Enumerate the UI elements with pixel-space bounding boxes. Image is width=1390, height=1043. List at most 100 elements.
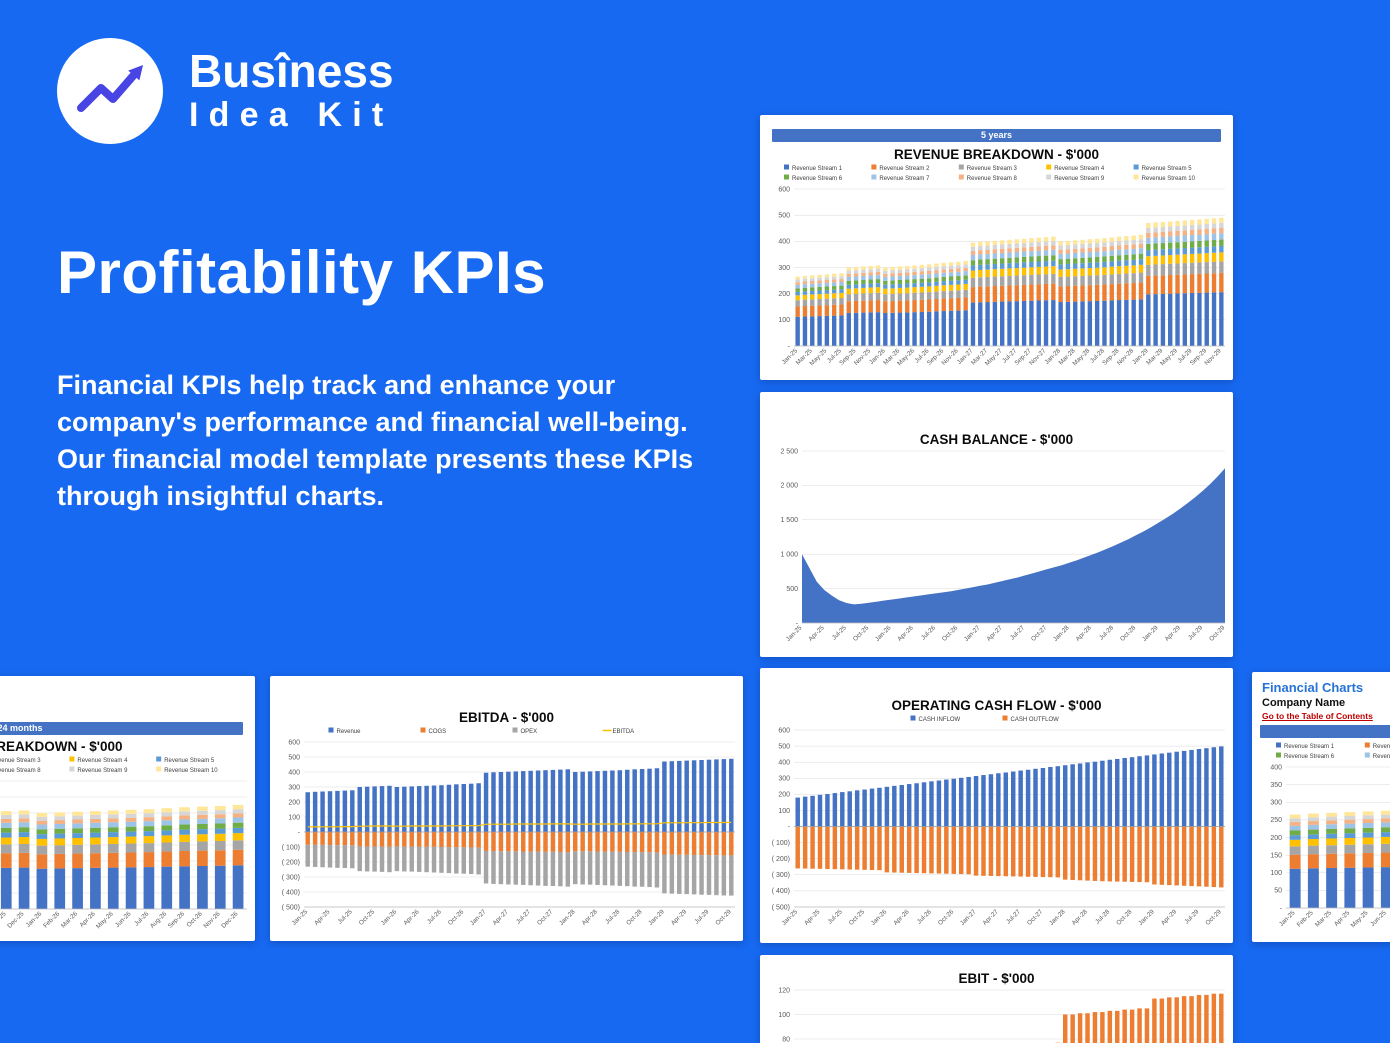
svg-text:( 500): ( 500)	[282, 904, 300, 911]
svg-text:Oct-27: Oct-27	[1030, 624, 1049, 643]
company-name: Company Name	[1262, 697, 1346, 709]
svg-text:Oct-26: Oct-26	[937, 908, 956, 927]
cash_balance-svg: 2 500 2 000 1 500 1 000 500 -Jan-25 Apr-25 Jul-…	[780, 448, 1227, 643]
svg-text:350: 350	[1270, 782, 1282, 789]
svg-text:Jan-28: Jan-28	[558, 908, 577, 927]
svg-text:-: -	[298, 829, 301, 836]
svg-text:Apr-28: Apr-28	[1071, 908, 1090, 927]
chart-title: EBITDA - $'000	[459, 710, 554, 725]
period-badge	[1260, 725, 1390, 738]
trend-arrow-logo-icon	[57, 38, 163, 144]
svg-text:COGS: COGS	[429, 729, 447, 735]
svg-text:Oct-28: Oct-28	[1119, 624, 1138, 643]
svg-text:50: 50	[1274, 888, 1282, 895]
svg-text:CASH OUTFLOW: CASH OUTFLOW	[1011, 717, 1060, 723]
hero-section: Busîness Idea Kit Profitability KPIs Fin…	[57, 38, 722, 515]
page-description: Financial KPIs help track and enhance yo…	[57, 370, 694, 511]
financial-charts-heading: Financial Charts	[1262, 680, 1364, 695]
svg-text:( 200): ( 200)	[772, 856, 790, 863]
svg-text:Revenue Stream 5: Revenue Stream 5	[164, 758, 215, 764]
financial-charts-card: Financial Charts Company Name Go to the …	[1252, 672, 1390, 942]
table-of-contents-link[interactable]: Go to the Table of Contents	[1262, 711, 1373, 721]
svg-text:Apr-25: Apr-25	[803, 908, 822, 927]
svg-text:Jan-26: Jan-26	[870, 908, 889, 927]
svg-text:( 400): ( 400)	[282, 889, 300, 896]
svg-text:Jul-26: Jul-26	[426, 908, 443, 925]
svg-text:Nov-25: Nov-25	[0, 910, 8, 930]
ebit-card: EBIT - $'000 12010080604020-( 20)( 40)Ja…	[760, 955, 1233, 1043]
svg-text:Revenue Stream 7: Revenue Stream 7	[1373, 754, 1390, 760]
svg-text:200: 200	[778, 792, 790, 799]
svg-text:Apr-29: Apr-29	[1160, 908, 1179, 927]
svg-text:Jun-26: Jun-26	[114, 910, 133, 929]
logo: Busîness Idea Kit	[57, 38, 722, 144]
svg-text:Mar-25: Mar-25	[1314, 909, 1333, 928]
svg-text:400: 400	[1270, 764, 1282, 771]
svg-text:( 100): ( 100)	[772, 840, 790, 847]
svg-text:Jan-29: Jan-29	[1137, 908, 1156, 927]
svg-text:May-25: May-25	[809, 347, 829, 367]
svg-text:Apr-29: Apr-29	[1164, 624, 1183, 643]
logo-title: Busîness	[189, 45, 394, 98]
svg-text:Jan-29: Jan-29	[1141, 624, 1160, 643]
operating-cash-flow-chart: CASH INFLOW CASH OUTFLOW 600 500 400 300 200 10…	[760, 713, 1233, 935]
svg-text:Jan-26: Jan-26	[380, 908, 399, 927]
svg-text:Revenue Stream 4: Revenue Stream 4	[1054, 166, 1105, 172]
svg-text:1 500: 1 500	[780, 517, 798, 524]
trend-arrow-graphic	[77, 65, 143, 112]
svg-text:May-28: May-28	[1072, 347, 1092, 367]
svg-text:600: 600	[778, 186, 790, 193]
svg-text:500: 500	[288, 754, 300, 761]
svg-text:Jul-29: Jul-29	[1183, 908, 1200, 925]
mini-revenue-chart: Revenue Stream 1 Revenue Stream 2 Revenue …	[1252, 740, 1390, 936]
svg-text:Apr-26: Apr-26	[402, 908, 421, 927]
svg-text:-: -	[788, 343, 791, 350]
ebit-svg: 12010080604020-( 20)( 40)Jan-25Apr-25Jul…	[778, 987, 1225, 1043]
svg-text:Revenue Stream 6: Revenue Stream 6	[792, 176, 843, 182]
svg-text:Oct-25: Oct-25	[852, 624, 871, 643]
svg-text:Apr-29: Apr-29	[670, 908, 689, 927]
svg-text:Apr-28: Apr-28	[581, 908, 600, 927]
svg-text:( 300): ( 300)	[282, 874, 300, 881]
period-badge: 24 months	[0, 722, 243, 735]
svg-text:Nov-29: Nov-29	[1203, 347, 1223, 367]
svg-text:Revenue Stream 10: Revenue Stream 10	[164, 768, 218, 774]
svg-text:Oct-29: Oct-29	[1208, 624, 1227, 643]
svg-text:200: 200	[778, 291, 790, 298]
period-badge: 5 years	[772, 129, 1221, 142]
svg-text:Feb-26: Feb-26	[42, 910, 61, 929]
svg-text:Jan-27: Jan-27	[959, 908, 978, 927]
svg-text:May-29: May-29	[1159, 347, 1179, 367]
svg-text:Revenue: Revenue	[337, 729, 362, 735]
svg-text:Jan-26: Jan-26	[874, 624, 893, 643]
svg-text:May-26: May-26	[95, 910, 115, 930]
svg-text:Revenue Stream 1: Revenue Stream 1	[792, 166, 843, 172]
svg-text:-: -	[1280, 905, 1283, 912]
svg-text:300: 300	[778, 265, 790, 272]
svg-text:Oct-26: Oct-26	[447, 908, 466, 927]
svg-text:120: 120	[778, 987, 790, 994]
svg-text:Revenue Stream 3: Revenue Stream 3	[0, 758, 41, 764]
svg-text:Jul-27: Jul-27	[1009, 624, 1026, 641]
svg-text:100: 100	[1270, 870, 1282, 877]
svg-text:EBITDA: EBITDA	[613, 729, 635, 735]
svg-text:( 400): ( 400)	[772, 888, 790, 895]
svg-text:Apr-25: Apr-25	[807, 624, 826, 643]
svg-text:Oct-25: Oct-25	[358, 908, 377, 927]
svg-text:Apr-25: Apr-25	[1333, 909, 1352, 928]
svg-text:Revenue Stream 9: Revenue Stream 9	[77, 768, 128, 774]
ebit-chart: 12010080604020-( 20)( 40)Jan-25Apr-25Jul…	[760, 986, 1233, 1043]
page-title: Profitability KPIs	[57, 239, 547, 306]
chart-title: REVENUE BREAKDOWN - $'000	[0, 739, 123, 754]
chart-title: CASH BALANCE - $'000	[919, 432, 1074, 447]
revenue-breakdown-card: 5 years REVENUE BREAKDOWN - $'000 Revenu…	[760, 115, 1233, 380]
svg-text:May-26: May-26	[896, 347, 916, 367]
svg-text:-: -	[788, 824, 791, 831]
svg-text:( 200): ( 200)	[282, 859, 300, 866]
svg-text:Jul-26: Jul-26	[920, 624, 937, 641]
cash-balance-card: CASH BALANCE - $'000 2 500 2 000 1 500 1 00…	[760, 392, 1233, 657]
svg-text:Revenue Stream 6: Revenue Stream 6	[1284, 754, 1335, 760]
svg-text:Nov-26: Nov-26	[202, 910, 222, 930]
